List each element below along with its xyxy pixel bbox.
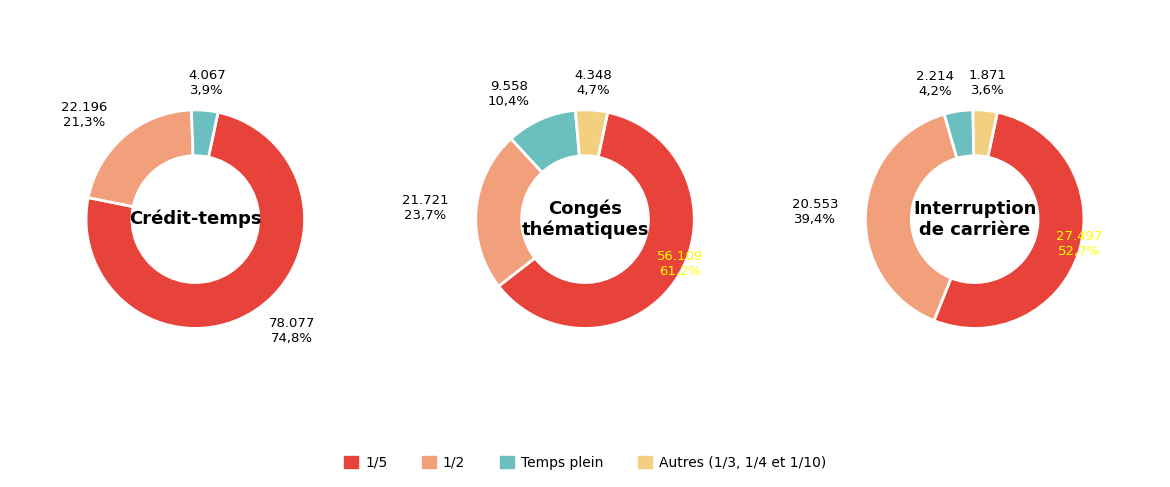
Text: 4.348
4,7%: 4.348 4,7%: [574, 69, 612, 97]
Wedge shape: [511, 110, 579, 172]
Text: 20.553
39,4%: 20.553 39,4%: [792, 198, 838, 226]
Wedge shape: [934, 112, 1083, 328]
Text: 2.214
4,2%: 2.214 4,2%: [916, 70, 955, 98]
Text: Congés
thématiques: Congés thématiques: [522, 199, 648, 239]
Text: 9.558
10,4%: 9.558 10,4%: [488, 80, 530, 108]
Wedge shape: [192, 110, 218, 157]
Text: 21.721
23,7%: 21.721 23,7%: [402, 194, 449, 222]
Wedge shape: [973, 110, 997, 157]
Text: Crédit-temps: Crédit-temps: [129, 210, 262, 228]
Wedge shape: [944, 110, 973, 158]
Text: Interruption
de carrière: Interruption de carrière: [913, 200, 1037, 239]
Wedge shape: [498, 112, 694, 328]
Text: 56.109
61,2%: 56.109 61,2%: [658, 250, 703, 279]
Wedge shape: [88, 110, 193, 206]
Text: 22.196
21,3%: 22.196 21,3%: [61, 101, 106, 129]
Text: 4.067
3,9%: 4.067 3,9%: [188, 69, 226, 97]
Text: 1.871
3,6%: 1.871 3,6%: [969, 69, 1007, 97]
Legend: 1/5, 1/2, Temps plein, Autres (1/3, 1/4 et 1/10): 1/5, 1/2, Temps plein, Autres (1/3, 1/4 …: [338, 450, 832, 475]
Text: 78.077
74,8%: 78.077 74,8%: [269, 317, 315, 345]
Wedge shape: [87, 112, 304, 328]
Wedge shape: [576, 110, 607, 157]
Wedge shape: [866, 114, 957, 320]
Wedge shape: [476, 139, 542, 286]
Text: 27.497
52,7%: 27.497 52,7%: [1057, 230, 1102, 258]
